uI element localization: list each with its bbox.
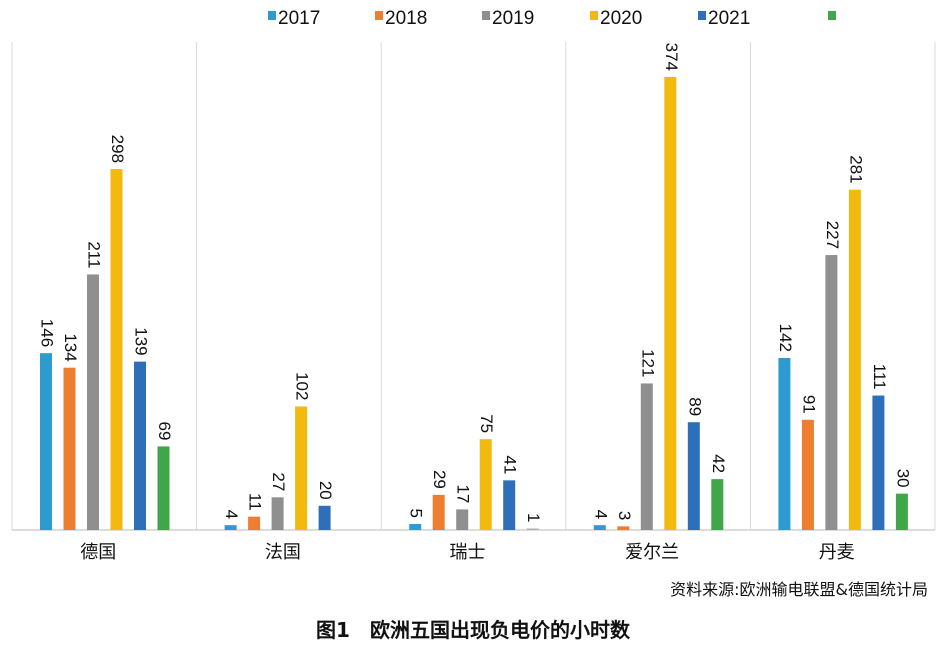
bar-德国-2020 bbox=[110, 169, 123, 531]
data-label: 111 bbox=[870, 364, 889, 390]
data-label: 281 bbox=[846, 155, 865, 183]
bar-丹麦-2017 bbox=[778, 358, 791, 530]
data-label: 3 bbox=[615, 511, 634, 520]
data-label: 11 bbox=[246, 493, 265, 511]
bar-爱尔兰-2021 bbox=[687, 422, 700, 530]
bar-法国-2017 bbox=[224, 525, 237, 530]
data-label: 121 bbox=[638, 349, 657, 377]
data-label: 41 bbox=[501, 455, 520, 474]
bar-爱尔兰-series6 bbox=[711, 479, 724, 530]
data-label: 298 bbox=[108, 135, 127, 163]
data-label: 89 bbox=[685, 397, 704, 416]
bar-德国-series6 bbox=[157, 446, 170, 530]
bar-瑞士-2018 bbox=[432, 494, 445, 530]
legend-swatch-2020 bbox=[590, 11, 598, 20]
chart-title: 图1 欧洲五国出现负电价的小时数 bbox=[316, 618, 631, 642]
data-label: 30 bbox=[893, 469, 912, 488]
data-label: 42 bbox=[709, 454, 728, 473]
category-label: 瑞士 bbox=[450, 542, 486, 563]
bar-丹麦-2021 bbox=[872, 395, 885, 530]
data-label: 374 bbox=[662, 43, 681, 71]
category-label: 法国 bbox=[265, 542, 301, 563]
bar-法国-2018 bbox=[248, 516, 261, 530]
data-label: 139 bbox=[132, 327, 151, 355]
bar-丹麦-series6 bbox=[895, 493, 908, 530]
data-label: 17 bbox=[454, 484, 473, 503]
bar-爱尔兰-2020 bbox=[664, 77, 677, 530]
data-label: 91 bbox=[799, 395, 818, 414]
legend-label-2020: 2020 bbox=[600, 8, 642, 29]
data-label: 146 bbox=[38, 319, 57, 347]
bar-德国-2019 bbox=[87, 274, 99, 530]
category-label: 爱尔兰 bbox=[625, 542, 679, 563]
category-label: 德国 bbox=[80, 542, 116, 563]
bar-瑞士-2021 bbox=[503, 480, 516, 530]
data-label: 227 bbox=[823, 221, 842, 249]
data-label: 27 bbox=[269, 472, 288, 491]
data-label: 102 bbox=[293, 372, 312, 400]
legend-swatch-2021 bbox=[698, 11, 706, 20]
bar-瑞士-2019 bbox=[456, 509, 469, 530]
category-label: 丹麦 bbox=[819, 542, 855, 563]
bar-德国-2018 bbox=[63, 367, 76, 530]
bar-法国-2021 bbox=[318, 505, 331, 530]
data-label: 142 bbox=[776, 324, 795, 352]
data-label: 1 bbox=[524, 513, 543, 522]
bar-德国-2021 bbox=[134, 361, 146, 530]
data-label: 75 bbox=[477, 414, 496, 433]
data-label: 134 bbox=[61, 333, 80, 361]
data-label: 5 bbox=[407, 508, 426, 517]
bar-丹麦-2019 bbox=[825, 255, 838, 531]
bar-爱尔兰-2017 bbox=[593, 525, 606, 530]
bar-瑞士-2020 bbox=[479, 439, 492, 530]
data-label: 211 bbox=[85, 241, 104, 268]
bar-瑞士-series6 bbox=[526, 528, 539, 530]
legend-label-2021: 2021 bbox=[708, 8, 750, 29]
legend-swatch-2019 bbox=[482, 11, 490, 20]
bar-爱尔兰-2018 bbox=[617, 526, 630, 530]
bar-爱尔兰-2019 bbox=[640, 383, 653, 530]
bar-法国-2020 bbox=[295, 406, 308, 530]
source-note: 资料来源:欧洲输电联盟&德国统计局 bbox=[670, 580, 928, 599]
bar-丹麦-2018 bbox=[801, 419, 814, 530]
bar-德国-2017 bbox=[40, 353, 52, 530]
data-label: 69 bbox=[155, 422, 174, 441]
bar-法国-2019 bbox=[271, 497, 284, 530]
legend-swatch-2018 bbox=[375, 11, 383, 20]
bar-丹麦-2020 bbox=[848, 189, 861, 530]
data-label: 20 bbox=[316, 481, 335, 500]
data-label: 4 bbox=[222, 510, 241, 519]
legend-label-2019: 2019 bbox=[492, 8, 534, 29]
data-label: 29 bbox=[430, 470, 449, 489]
legend-swatch-2017 bbox=[268, 11, 276, 20]
legend-label-2018: 2018 bbox=[385, 8, 427, 29]
legend-label-2017: 2017 bbox=[278, 8, 320, 29]
data-label: 4 bbox=[591, 510, 610, 519]
bar-瑞士-2017 bbox=[409, 523, 422, 530]
legend-swatch-unnamed bbox=[828, 11, 836, 20]
